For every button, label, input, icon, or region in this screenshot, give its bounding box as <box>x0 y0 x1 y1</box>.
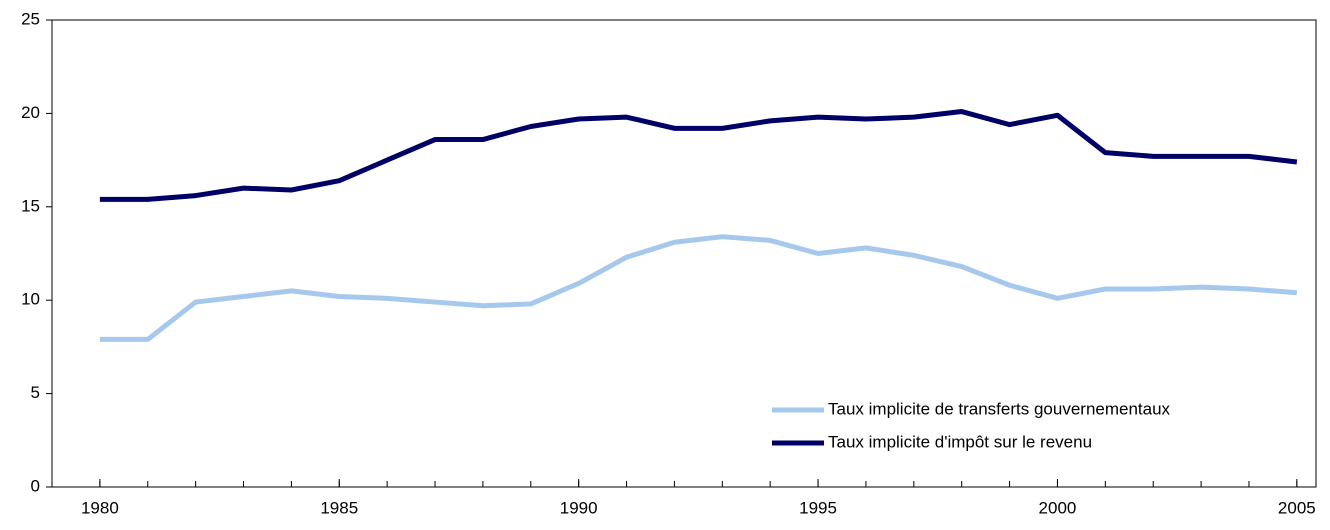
y-tick-label: 15 <box>21 196 40 215</box>
series-line <box>99 109 1298 202</box>
legend-label: Taux implicite d'impôt sur le revenu <box>828 432 1092 451</box>
x-tick-label: 1985 <box>320 498 358 517</box>
y-tick-label: 0 <box>31 476 40 495</box>
x-tick-label: 1980 <box>81 498 119 517</box>
legend-label: Taux implicite de transferts gouvernemen… <box>828 399 1171 418</box>
y-tick-label: 5 <box>31 383 40 402</box>
y-tick-label: 10 <box>21 290 40 309</box>
plot-frame <box>51 19 1317 488</box>
x-tick-label: 2005 <box>1278 498 1316 517</box>
x-tick-label: 1990 <box>560 498 598 517</box>
x-tick-label: 2000 <box>1039 498 1077 517</box>
y-tick-label: 20 <box>21 103 40 122</box>
x-tick-label: 1995 <box>799 498 837 517</box>
y-tick-label: 25 <box>21 9 40 28</box>
series-line <box>99 234 1298 342</box>
